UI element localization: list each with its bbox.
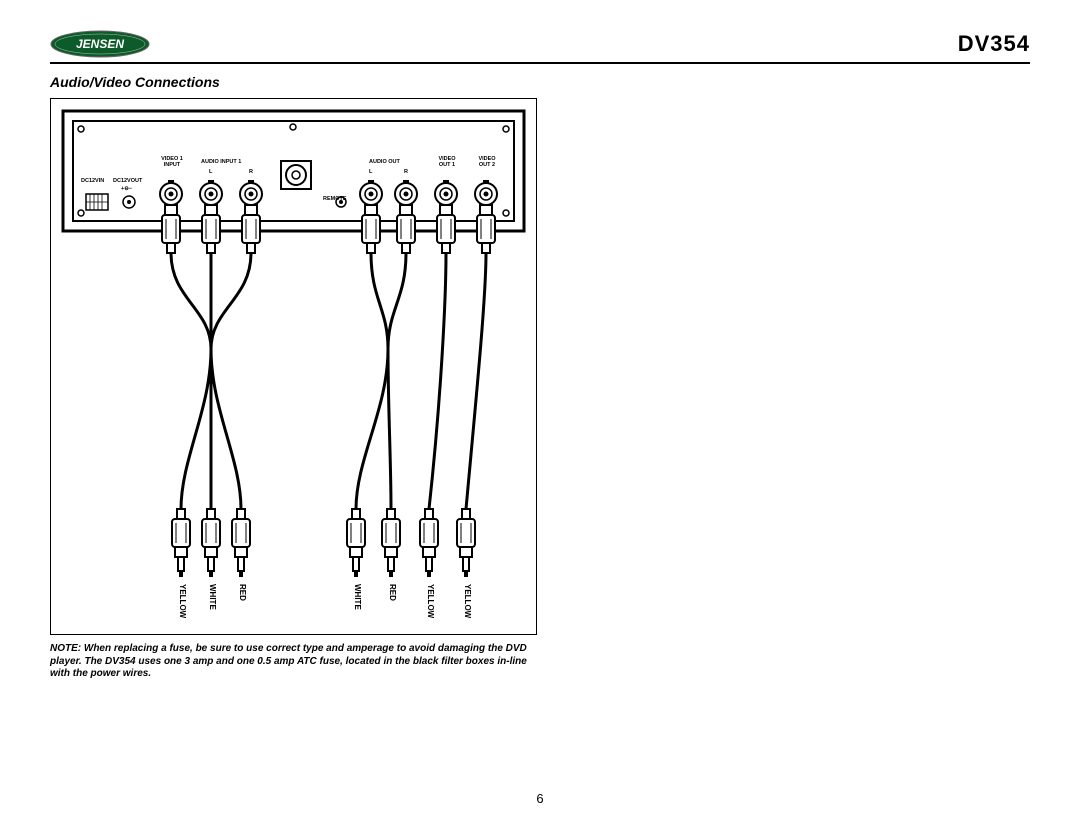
- label-audio-out: AUDIO OUT: [369, 160, 400, 166]
- label-video-out2: VIDEO OUT 2: [475, 157, 499, 168]
- section-title: Audio/Video Connections: [50, 74, 1030, 90]
- svg-text:JENSEN: JENSEN: [76, 37, 124, 51]
- page: JENSEN DV354 Audio/Video Connections: [0, 0, 1080, 711]
- label-r1: R: [249, 170, 253, 176]
- page-header: JENSEN DV354: [50, 30, 1030, 64]
- page-number: 6: [0, 791, 1080, 806]
- cable-label: YELLOW: [178, 584, 187, 618]
- label-l1: L: [209, 170, 212, 176]
- label-audio-input1: AUDIO INPUT 1: [201, 160, 241, 166]
- cable-label: RED: [238, 584, 247, 601]
- model-number: DV354: [958, 31, 1030, 57]
- cable-label: WHITE: [353, 584, 362, 610]
- cable-label: YELLOW: [426, 584, 435, 618]
- label-video-out1: VIDEO OUT 1: [435, 157, 459, 168]
- fuse-note: NOTE: When replacing a fuse, be sure to …: [50, 643, 540, 681]
- cable-label: YELLOW: [463, 584, 472, 618]
- brand-logo: JENSEN: [50, 30, 150, 58]
- label-dc12vin: DC12VIN: [81, 179, 104, 185]
- label-polarity: +⊖−: [121, 187, 132, 193]
- label-remote: REMOTE: [323, 197, 347, 203]
- label-l2: L: [369, 170, 372, 176]
- label-r2: R: [404, 170, 408, 176]
- label-video1-input: VIDEO 1 INPUT: [159, 157, 185, 168]
- cable-label: WHITE: [208, 584, 217, 610]
- cable-label: RED: [388, 584, 397, 601]
- connection-diagram: DC12VIN DC12VOUT VIDEO 1 INPUT AUDIO INP…: [50, 98, 537, 635]
- label-dc12vout: DC12VOUT: [113, 179, 142, 185]
